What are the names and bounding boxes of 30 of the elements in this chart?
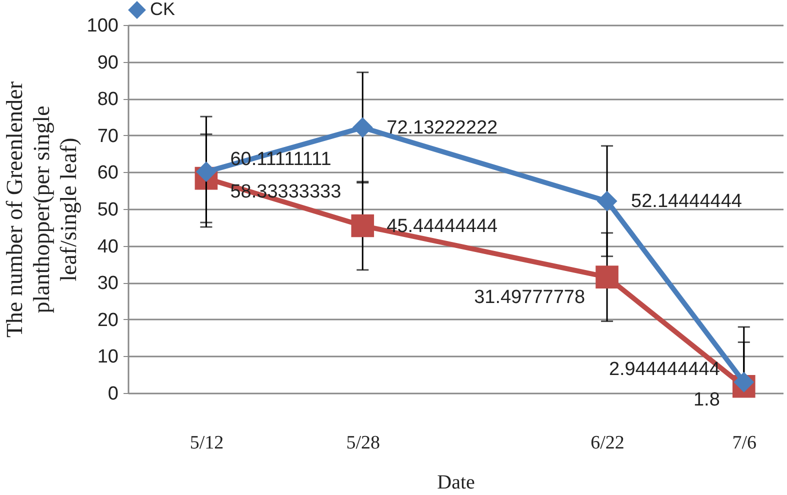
y-tick-label: 0	[108, 384, 118, 404]
data-label: 1.8	[693, 389, 720, 410]
legend-label: CK	[150, 0, 176, 19]
data-label: 31.49777778	[474, 287, 586, 308]
data-label: 2.944444444	[608, 359, 720, 380]
y-tick-label: 60	[97, 162, 118, 184]
point	[734, 372, 754, 392]
y-tick-label: 70	[97, 126, 118, 147]
point	[351, 214, 374, 238]
y-tick-label: 40	[97, 236, 118, 258]
x-tick-label: 5/28	[346, 432, 380, 454]
y-tick-label: 100	[86, 16, 118, 36]
point	[196, 162, 216, 182]
point	[596, 190, 618, 212]
y-tick-label: 20	[97, 310, 118, 331]
data-label: 52.14444444	[631, 191, 742, 212]
data-label: 45.44444444	[386, 216, 498, 237]
point	[352, 117, 373, 138]
x-tick-label: 6/22	[590, 432, 624, 454]
y-tick-label: 10	[97, 346, 118, 368]
y-tick-label: 50	[97, 200, 118, 220]
point	[596, 266, 618, 288]
y-tick-label: 80	[97, 89, 118, 110]
x-tick-label: 5/12	[190, 432, 224, 454]
y-tick-label: 30	[97, 273, 118, 294]
y-tick-label: 90	[97, 52, 118, 74]
x-tick-label: 7/6	[732, 432, 757, 454]
y-axis-title: The number of Greenlender planthopper(per single leaf/single leaf)	[2, 81, 81, 338]
data-label: 72.13222222	[386, 118, 498, 139]
x-axis-title: Date	[437, 472, 475, 494]
